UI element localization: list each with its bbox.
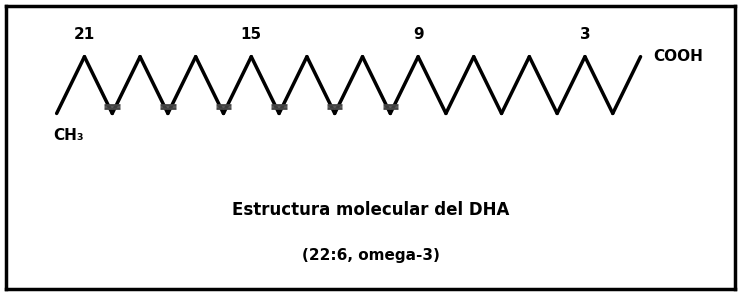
Text: (22:6, omega-3): (22:6, omega-3)	[302, 248, 439, 263]
Text: COOH: COOH	[654, 49, 703, 64]
Text: 21: 21	[74, 27, 95, 42]
Text: 3: 3	[579, 27, 591, 42]
Text: 15: 15	[241, 27, 262, 42]
Text: Estructura molecular del DHA: Estructura molecular del DHA	[232, 201, 509, 219]
Text: 9: 9	[413, 27, 423, 42]
Text: CH₃: CH₃	[53, 128, 84, 142]
